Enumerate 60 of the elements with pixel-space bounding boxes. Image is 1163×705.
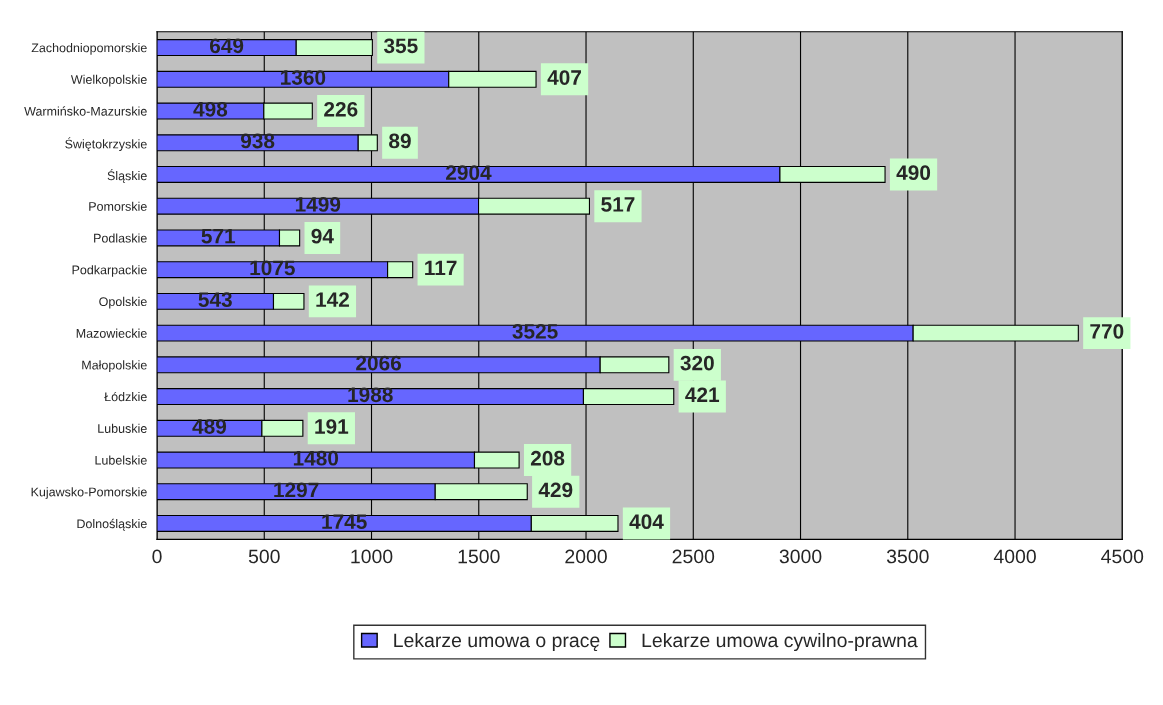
data-label: 938 — [240, 133, 275, 149]
data-label: 770 — [1090, 323, 1124, 339]
data-label: 1297 — [274, 482, 319, 498]
data-label: 2904 — [446, 165, 492, 181]
data-label: 208 — [530, 450, 565, 466]
data-label: 226 — [324, 101, 358, 117]
x-tick-label: 4500 — [1101, 549, 1144, 564]
x-tick-label: 2000 — [565, 549, 607, 564]
data-label: 117 — [425, 260, 457, 276]
legend-label: Lekarze umowa o pracę — [394, 632, 600, 652]
y-tick-label: Świętokrzyskie — [65, 137, 147, 151]
data-label: 1499 — [295, 197, 341, 212]
data-label: 3525 — [512, 323, 558, 339]
data-label: 191 — [315, 419, 349, 434]
y-tick-label: Śląskie — [107, 168, 147, 183]
x-tick-label: 3500 — [886, 549, 929, 564]
data-label: 2066 — [356, 355, 402, 371]
data-label: 490 — [896, 165, 931, 181]
y-tick-label: Dolnośląskie — [77, 518, 147, 531]
y-tick-label: Mazowieckie — [76, 328, 147, 338]
data-label: 1360 — [281, 70, 326, 85]
data-label: 89 — [389, 133, 411, 149]
data-label: 94 — [311, 228, 334, 244]
data-label: 320 — [680, 355, 714, 371]
y-tick-label: Lubelskie — [95, 455, 147, 465]
y-tick-label: Wielkopolskie — [70, 74, 147, 87]
y-tick-label: Pomorskie — [89, 201, 147, 211]
data-label: 489 — [192, 419, 227, 434]
x-tick-label: 1500 — [458, 549, 500, 564]
data-label: 649 — [210, 38, 244, 54]
data-label: 517 — [601, 197, 635, 212]
y-tick-label: Podlaskie — [94, 233, 147, 243]
data-label: 1480 — [293, 450, 339, 466]
data-label: 142 — [316, 292, 349, 307]
data-label: 571 — [201, 228, 236, 244]
x-tick-label: 2500 — [672, 549, 715, 564]
x-tick-label: 0 — [152, 549, 162, 564]
data-label: 543 — [198, 292, 232, 308]
legend-label: Lekarze umowa cywilno-prawna — [642, 632, 918, 652]
y-tick-label: Podkarpackie — [72, 265, 147, 277]
x-tick-label: 4000 — [993, 549, 1036, 564]
data-label: 421 — [685, 387, 720, 402]
x-tick-label: 500 — [248, 549, 280, 564]
y-tick-label: Opolskie — [99, 296, 147, 309]
y-tick-label: Małopolskie — [82, 360, 147, 372]
data-label: 407 — [547, 70, 581, 85]
y-tick-label: Lubuskie — [98, 423, 147, 433]
data-label: 498 — [193, 101, 228, 117]
y-tick-label: Kujawsko-Pomorskie — [31, 487, 147, 499]
y-tick-label: Zachodniopomorskie — [31, 43, 147, 55]
y-tick-label: Warmińsko-Mazurskie — [24, 106, 147, 116]
data-label: 404 — [629, 514, 664, 530]
x-tick-label: 1000 — [351, 549, 393, 564]
y-tick-label: Łódzkie — [104, 391, 147, 402]
x-tick-label: 3000 — [779, 549, 822, 564]
data-label: 1988 — [348, 387, 393, 403]
data-label: 1745 — [322, 514, 367, 530]
data-label: 355 — [383, 38, 418, 54]
data-label: 1075 — [250, 260, 295, 276]
data-label: 429 — [538, 482, 573, 498]
